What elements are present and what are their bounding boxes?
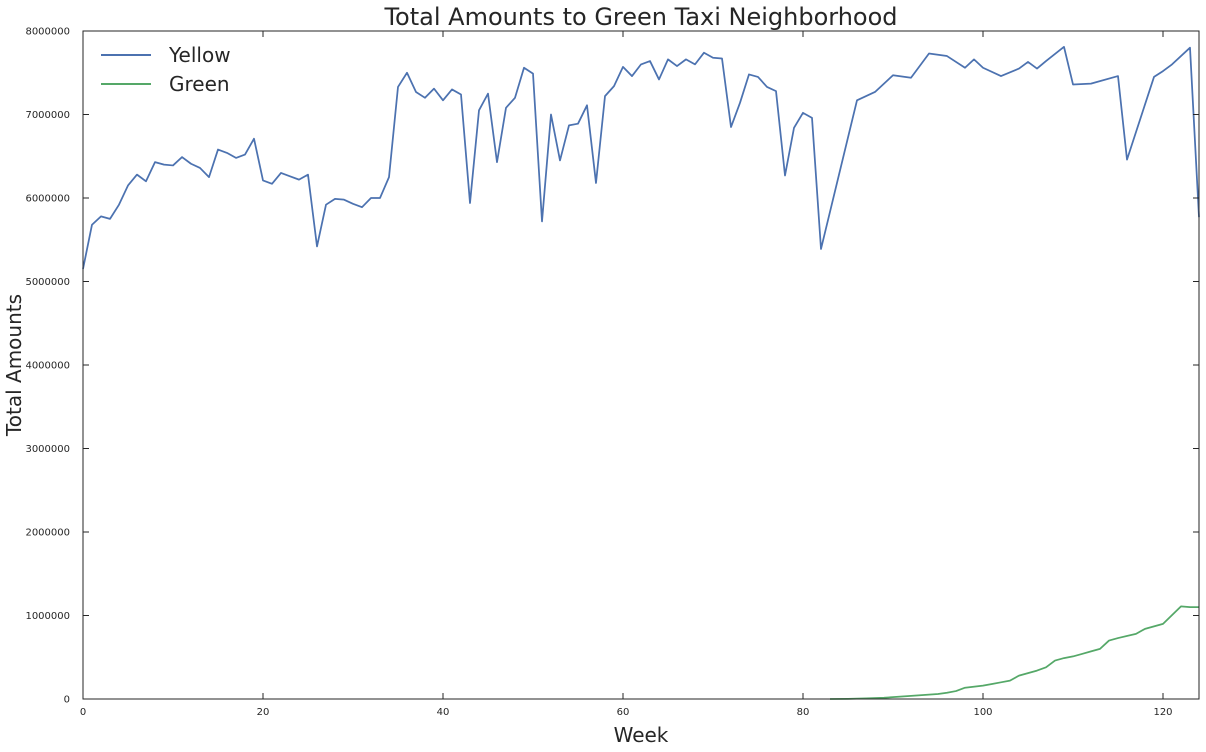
y-tick-label: 5000000 — [25, 277, 70, 288]
y-axis-title: Total Amounts — [2, 294, 26, 437]
y-tick-label: 2000000 — [25, 528, 70, 539]
x-tick-label: 20 — [257, 707, 270, 718]
y-tick-label: 6000000 — [25, 194, 70, 205]
chart-title: Total Amounts to Green Taxi Neighborhood — [383, 3, 897, 31]
y-axis: 0 1000000 2000000 3000000 4000000 5000000 6000… — [25, 27, 1199, 706]
x-tick-label: 80 — [797, 707, 810, 718]
y-tick-label: 3000000 — [25, 444, 70, 455]
legend-label-green: Green — [169, 72, 230, 96]
legend: Yellow Green — [101, 43, 231, 96]
x-tick-label: 120 — [1153, 707, 1172, 718]
legend-label-yellow: Yellow — [168, 43, 231, 67]
x-tick-label: 60 — [617, 707, 630, 718]
y-tick-label: 4000000 — [25, 361, 70, 372]
x-axis-title: Week — [614, 723, 669, 747]
x-axis: 0 20 40 60 80 100 120 — [80, 31, 1173, 718]
y-tick-label: 1000000 — [25, 611, 70, 622]
series-line-yellow — [82, 45, 1200, 270]
x-tick-label: 100 — [973, 707, 992, 718]
y-tick-label: 0 — [64, 695, 70, 706]
x-tick-label: 40 — [437, 707, 450, 718]
y-tick-label: 7000000 — [25, 110, 70, 121]
plot-background — [83, 31, 1199, 699]
series-line-green — [829, 605, 1199, 700]
x-tick-label: 0 — [80, 707, 86, 718]
y-tick-label: 8000000 — [25, 27, 70, 38]
series-layer — [82, 45, 1200, 700]
